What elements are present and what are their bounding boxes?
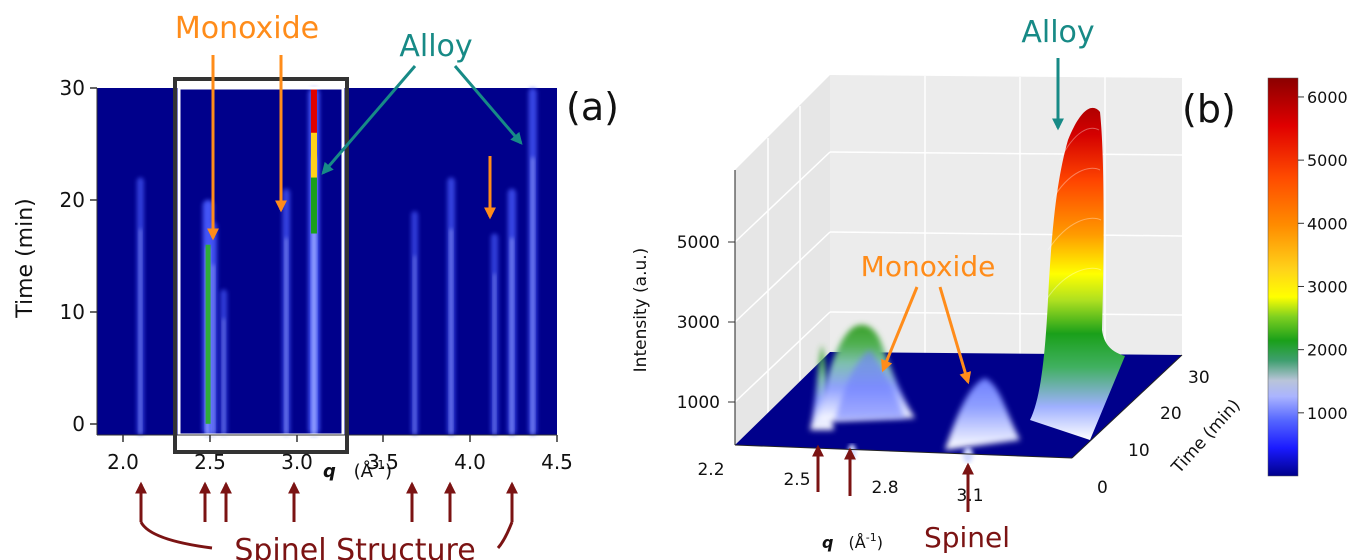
z-axis-ticks: 5000 3000 1000	[677, 233, 735, 413]
peak-monoxide-2.5-shade	[835, 350, 905, 420]
spinel-label-b: Spinel	[924, 521, 1010, 554]
q-axis-label-b: q (Å-1)	[822, 531, 883, 552]
panel-b: 5000 3000 1000 Intensity (a.u.) 2.2 2.5 …	[631, 15, 1348, 554]
panel-b-tag: (b)	[1182, 87, 1236, 131]
spinel-structure-label: Spinel Structure	[234, 533, 475, 560]
peak-monoxide-2.9	[945, 378, 1020, 450]
x-axis-a: 2.0 2.5 3.0 3.5 4.0 4.5	[97, 434, 573, 474]
monoxide-arrow-b	[938, 286, 972, 385]
monoxide-arrow-b	[881, 286, 919, 373]
q-axis-unit: (Å	[849, 533, 866, 552]
time-tick-label: 0	[1097, 478, 1108, 498]
colorbar-tick-label: 1000	[1307, 404, 1348, 423]
z-tick-label: 1000	[677, 393, 720, 413]
heatmap-peaks	[136, 88, 537, 435]
y-tick-label: 10	[60, 300, 85, 324]
x-axis-exp: -1	[373, 458, 385, 472]
q-tick-label: 2.2	[697, 460, 724, 480]
y-tick-label: 20	[60, 188, 85, 212]
time-tick-label: 10	[1128, 441, 1150, 461]
x-tick-label: 2.5	[194, 450, 226, 474]
y-tick-label: 30	[60, 76, 85, 100]
x-axis-q: q	[323, 461, 336, 482]
q-axis-line	[734, 444, 1073, 459]
panel-a: 0 10 20 30 2.0 2.5 3.0 3.5 4.0 4.5 Time …	[13, 11, 619, 560]
colorbar	[1267, 77, 1299, 477]
z-tick-label: 5000	[677, 233, 720, 253]
y-axis-a: 0 10 20 30	[60, 76, 98, 436]
y-axis-label-a: Time (min)	[13, 198, 38, 319]
monoxide-label-b: Monoxide	[861, 250, 996, 283]
alloy-peak-contours	[1045, 127, 1102, 301]
highlight-box-outer	[173, 77, 349, 454]
x-tick-label: 2.0	[107, 450, 139, 474]
heatmap-peak-core	[449, 229, 453, 435]
z-tick-label: 3000	[677, 313, 720, 333]
x-tick-label: 4.0	[454, 450, 486, 474]
colorbar-tick-label: 2000	[1307, 341, 1348, 360]
spinel-arrows-b	[812, 444, 974, 512]
q-axis-close: )	[877, 533, 883, 552]
alloy-arrow	[321, 65, 417, 175]
heatmap-background	[97, 88, 557, 435]
heatmap-peak-core	[222, 318, 225, 435]
q-tick-label: 3.1	[956, 486, 983, 506]
alloy-label-a: Alloy	[399, 29, 472, 64]
colorbar-tick-label: 6000	[1307, 88, 1348, 107]
heatmap-peak-core	[139, 229, 142, 435]
heatmap-peak-core	[284, 237, 288, 435]
wall-grid	[734, 76, 1183, 413]
time-tick-label: 20	[1160, 404, 1182, 424]
time-axis-ticks: 0 10 20 30	[1097, 368, 1210, 498]
spinel-arrows	[135, 481, 518, 550]
heatmap-peak-core	[510, 237, 514, 435]
colorbar-tick-label: 4000	[1307, 214, 1348, 233]
q-axis-ticks: 2.2 2.5 2.8 3.1	[697, 460, 983, 506]
alloy-arrow	[453, 65, 523, 145]
q-tick-label: 2.8	[871, 478, 898, 498]
back-wall-left	[735, 75, 830, 445]
q-axis-exp: -1	[866, 531, 877, 544]
y-tick-label: 0	[72, 412, 85, 436]
x-axis-label-a: q (Å-1)	[323, 458, 392, 482]
peak-alloy-3.1	[1030, 107, 1125, 440]
floor-peak-spot	[963, 447, 973, 463]
time-tick-label: 30	[1188, 368, 1210, 388]
monoxide-label-a: Monoxide	[175, 11, 319, 46]
x-tick-label: 4.5	[541, 450, 573, 474]
x-tick-label: 3.5	[367, 450, 399, 474]
time-axis-line	[1071, 354, 1183, 459]
x-axis-unit: (Å	[354, 460, 374, 482]
colorbar-tick-label: 3000	[1307, 277, 1348, 296]
heatmap-alloy-hot	[310, 88, 317, 133]
x-tick-label: 3.0	[281, 450, 313, 474]
heatmap-peak-core	[413, 255, 416, 435]
q-axis-q: q	[822, 533, 833, 552]
panel-a-tag: (a)	[566, 85, 619, 129]
colorbar-tick-label: 5000	[1307, 151, 1348, 170]
colorbar-ticks: 1000 2000 3000 4000 5000 6000	[1298, 88, 1348, 423]
heatmap-peak-core	[211, 264, 215, 435]
heatmap-spinel-hot	[205, 244, 211, 424]
heatmap-peak-core	[493, 273, 496, 435]
alloy-label-b: Alloy	[1021, 15, 1094, 50]
x-axis-close: )	[385, 461, 392, 482]
heatmap-peak-core	[312, 157, 316, 435]
q-tick-label: 2.5	[783, 470, 810, 490]
heatmap-peak-core	[531, 157, 535, 435]
z-axis-label: Intensity (a.u.)	[631, 248, 651, 373]
